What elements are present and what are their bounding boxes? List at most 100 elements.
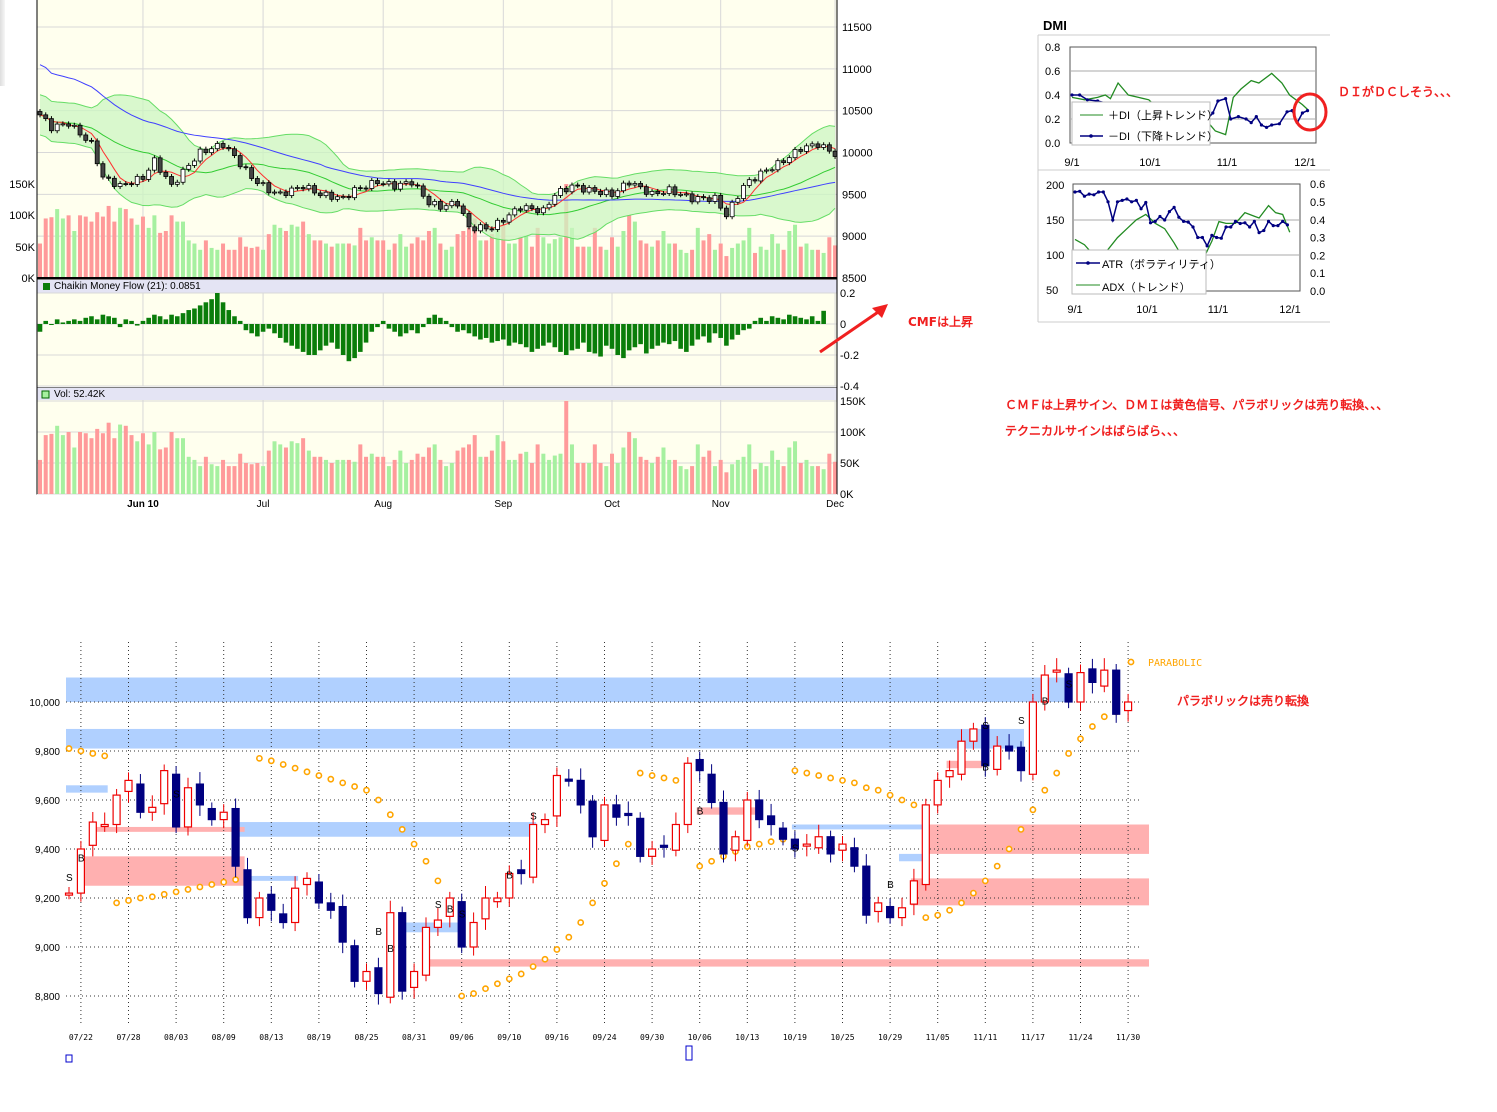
volume-bar: [758, 463, 763, 494]
cmf-bar: [255, 324, 260, 337]
cmf-bar: [329, 324, 335, 343]
cmf-bar: [146, 317, 151, 324]
cmf-bar: [592, 324, 598, 354]
cmf-bar: [72, 319, 77, 324]
volume-bar: [701, 456, 706, 494]
candle-body: [655, 191, 661, 195]
cmf-bar: [226, 310, 232, 324]
candle-body: [719, 801, 728, 855]
atr-x-tick: 10/1: [1136, 304, 1157, 316]
volume-bar: [661, 447, 666, 494]
volume-overlay-bar: [444, 249, 449, 278]
cmf-bar: [529, 324, 535, 352]
volume-overlay-tick: 50K: [15, 242, 35, 254]
window-edge: [0, 0, 5, 86]
candle-body: [43, 114, 49, 120]
candle-body: [775, 160, 781, 171]
parabolic-sar-point: [958, 899, 965, 907]
volume-bar: [283, 447, 288, 494]
stock-chart: 11500 11000 10500 10000 9500 9000 8500 150K 100K…: [9, 0, 888, 510]
volume-bar: [821, 469, 826, 494]
candle-body: [659, 844, 669, 848]
volume-overlay-bar: [461, 231, 466, 278]
cmf-bar: [295, 324, 300, 349]
candle-body: [814, 836, 823, 849]
buy-signal-label: B: [887, 880, 894, 891]
candle-body: [529, 205, 535, 209]
atr-point: [1078, 189, 1082, 193]
candle-body: [569, 184, 575, 193]
parabolic-sar-point: [981, 877, 989, 885]
cmf-bar: [552, 324, 558, 348]
cmf-tick-label: -0.4: [840, 381, 859, 393]
candle-body: [624, 812, 633, 817]
candle-body: [706, 197, 712, 202]
candle-body: [981, 724, 990, 767]
candle-body: [432, 201, 438, 206]
candle-body: [209, 148, 215, 154]
atr-y-tick: 200: [1046, 180, 1064, 192]
cmf-bar: [621, 324, 626, 359]
candle-body: [1112, 669, 1121, 715]
sell-signal-label: S: [530, 812, 537, 823]
volume-legend-swatch: [41, 390, 50, 399]
cmf-bar: [180, 313, 186, 324]
volume-overlay-bar: [255, 246, 260, 278]
cmf-bar: [386, 324, 392, 329]
date-tick-label: 09/16: [545, 1033, 569, 1042]
volume-overlay-bar: [587, 246, 592, 278]
date-tick-label: 11/24: [1068, 1033, 1092, 1042]
atr-point: [1073, 190, 1077, 194]
cmf-bar: [203, 302, 209, 324]
candle-body: [326, 902, 335, 911]
atr-point: [1262, 228, 1266, 233]
volume-overlay-bar: [426, 231, 431, 278]
parabolic-sar-point: [910, 801, 918, 809]
minus-di-point: [1078, 93, 1082, 97]
volume-overlay-bar: [787, 231, 792, 278]
volume-bar: [324, 459, 328, 494]
candle-body: [746, 179, 752, 186]
date-tick-label: 11/05: [926, 1033, 950, 1042]
volume-overlay-bar: [535, 227, 540, 278]
cmf-bar: [746, 324, 752, 329]
volume-overlay-bar: [684, 252, 689, 278]
cmf-bar: [638, 324, 643, 345]
candle-body: [506, 214, 512, 223]
candle-body: [862, 865, 871, 916]
volume-overlay-bar: [581, 246, 586, 278]
volume-bar: [718, 459, 723, 494]
volume-overlay-bar: [592, 227, 597, 278]
cmf-bar: [249, 324, 254, 334]
parabolic-sar-point: [922, 914, 930, 921]
cmf-bar: [37, 324, 43, 332]
minus-di-point: [1259, 123, 1264, 127]
volume-bar: [55, 425, 60, 494]
volume-bar: [392, 459, 397, 494]
minus-di-point: [1244, 117, 1248, 121]
volume-overlay-bar: [404, 246, 409, 278]
volume-bar: [89, 438, 94, 494]
cmf-bar: [363, 324, 369, 343]
atr-point: [1224, 225, 1228, 229]
candle-body: [232, 148, 237, 156]
candle-body: [380, 183, 386, 186]
candle-body: [838, 843, 847, 851]
parabolic-note: パラボリックは売り転換: [1177, 694, 1310, 708]
cmf-bar: [546, 324, 552, 343]
sell-signal-label: S: [435, 900, 442, 911]
cmf-bar: [741, 324, 746, 331]
volume-overlay-bar: [38, 243, 42, 278]
volume-bar: [667, 459, 672, 494]
volume-bar: [301, 438, 306, 494]
volume-overlay-bar: [489, 234, 494, 278]
volume-overlay-bar: [421, 240, 426, 278]
volume-bar: [238, 453, 243, 494]
cmf-bar: [449, 324, 455, 328]
candle-body: [100, 163, 106, 178]
cmf-bar: [598, 324, 603, 357]
cmf-bar: [140, 320, 146, 324]
volume-overlay-bar: [804, 243, 809, 278]
cmf-bar: [655, 324, 661, 346]
date-tick-label: 10/29: [878, 1033, 902, 1042]
